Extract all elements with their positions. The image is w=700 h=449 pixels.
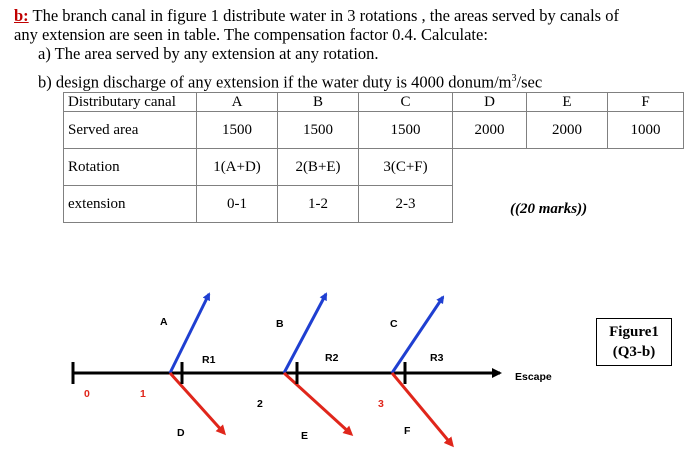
- label-R2: R2: [325, 352, 339, 364]
- table-cell: 3(C+F): [358, 148, 453, 186]
- point-2: 2: [257, 398, 263, 410]
- canal-B-line: [282, 292, 328, 374]
- label-R1: R1: [202, 354, 216, 366]
- question-label: b:: [14, 6, 29, 25]
- question-part-a: a) The area served by any extension at a…: [38, 44, 379, 63]
- table-cell: 1500: [196, 111, 278, 149]
- row-label: extension: [63, 185, 197, 223]
- canal-C-line: [390, 295, 445, 374]
- escape-label: Escape: [515, 371, 552, 383]
- marks-label: ((20 marks)): [510, 201, 588, 217]
- table-cell: 2000: [526, 111, 608, 149]
- label-F: F: [404, 425, 411, 437]
- table-cell: 2000: [452, 111, 527, 149]
- question-line-1: b: The branch canal in figure 1 distribu…: [14, 6, 619, 25]
- question-text-1: The branch canal in figure 1 distribute …: [28, 6, 619, 25]
- table-cell: 2-3: [358, 185, 453, 223]
- label-E: E: [301, 430, 308, 442]
- table-cell: 1-2: [277, 185, 359, 223]
- canal-D-line: [168, 371, 227, 436]
- canal-E-line: [282, 371, 354, 437]
- point-1: 1: [140, 388, 146, 400]
- table-row: Rotation 1(A+D) 2(B+E) 3(C+F): [63, 148, 684, 186]
- table-cell: 0-1: [196, 185, 278, 223]
- question-part-b: b) design discharge of any extension if …: [38, 69, 542, 92]
- row-label: Rotation: [63, 148, 197, 186]
- canal-A-line: [168, 292, 211, 374]
- table-row: Served area 1500 1500 1500 2000 2000 100…: [63, 111, 684, 149]
- label-C: C: [390, 318, 398, 330]
- table-cell: 2(B+E): [277, 148, 359, 186]
- figure-caption-subtitle: (Q3-b): [612, 344, 656, 360]
- part-b-unit: /sec: [516, 72, 543, 92]
- label-B: B: [276, 318, 284, 330]
- canal-F-line: [390, 372, 454, 448]
- label-A: A: [160, 316, 168, 328]
- row-label: Served area: [63, 111, 197, 149]
- point-3: 3: [378, 398, 384, 410]
- part-b-superscript: 3: [511, 73, 517, 84]
- figure-caption-box: Figure1 (Q3-b): [596, 318, 672, 366]
- part-b-text: b) design discharge of any extension if …: [38, 72, 512, 92]
- label-D: D: [177, 427, 185, 439]
- distributary-table: Distributary canal A B C D E F Served ar…: [63, 92, 684, 223]
- figure-caption-title: Figure1: [609, 324, 659, 340]
- table-row: extension 0-1 1-2 2-3: [63, 185, 684, 223]
- table-cell: 1500: [358, 111, 453, 149]
- question-line-2: any extension are seen in table. The com…: [14, 25, 488, 44]
- table-cell: 1000: [607, 111, 684, 149]
- point-0: 0: [84, 388, 90, 400]
- label-R3: R3: [430, 352, 444, 364]
